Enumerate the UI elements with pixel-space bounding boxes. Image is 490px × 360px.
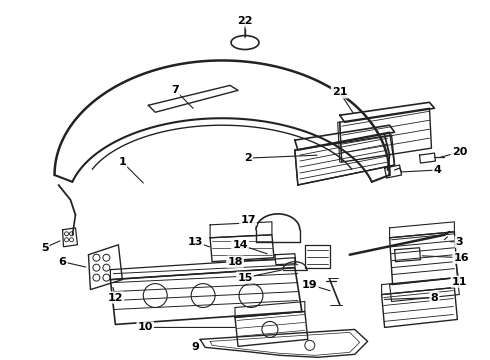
Text: 3: 3 (456, 237, 463, 247)
Text: 20: 20 (452, 147, 467, 157)
Text: 14: 14 (232, 240, 248, 250)
Text: 12: 12 (108, 293, 123, 302)
Text: 15: 15 (237, 273, 253, 283)
Text: 4: 4 (434, 165, 441, 175)
Text: 22: 22 (237, 15, 253, 26)
Text: 2: 2 (244, 153, 252, 163)
Text: 7: 7 (172, 85, 179, 95)
Text: 17: 17 (240, 215, 256, 225)
Text: 1: 1 (119, 157, 126, 167)
Text: 10: 10 (138, 323, 153, 332)
Text: 8: 8 (431, 293, 439, 302)
Text: 11: 11 (452, 276, 467, 287)
Text: 6: 6 (59, 257, 67, 267)
Text: 21: 21 (332, 87, 347, 97)
Text: 19: 19 (302, 280, 318, 289)
Text: 5: 5 (41, 243, 49, 253)
Text: 13: 13 (188, 237, 203, 247)
Text: 9: 9 (191, 342, 199, 352)
Text: 16: 16 (454, 253, 469, 263)
Text: 18: 18 (227, 257, 243, 267)
